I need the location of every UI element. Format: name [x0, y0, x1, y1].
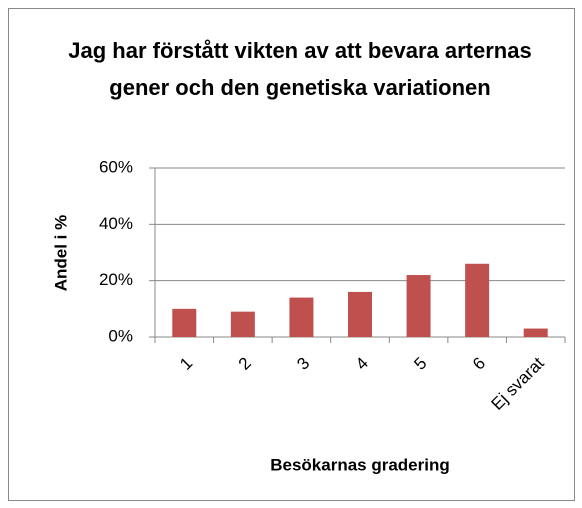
x-tick-label: 1	[176, 354, 196, 374]
y-tick-label: 40%	[99, 214, 133, 233]
x-tick-label: Ej svarat	[488, 353, 548, 413]
chart-title: Jag har förstått vikten av att bevara ar…	[68, 38, 532, 100]
bar	[465, 263, 490, 337]
chart-border	[8, 8, 575, 501]
bar	[230, 311, 255, 337]
bar	[406, 275, 431, 337]
bar	[348, 291, 372, 337]
x-tick-label: 6	[469, 354, 489, 374]
y-tick-label: 20%	[99, 270, 133, 289]
x-tick-label: 4	[352, 354, 372, 374]
y-axis-label: Andel i %	[51, 215, 70, 292]
bar	[523, 328, 548, 337]
bar	[172, 308, 197, 337]
bar	[289, 297, 314, 337]
y-tick-label: 60%	[99, 157, 133, 176]
x-tick-label: 5	[410, 354, 430, 374]
x-axis-label: Besökarnas gradering	[270, 455, 450, 474]
y-tick-label: 0%	[108, 326, 133, 345]
x-tick-label: 2	[235, 354, 255, 374]
x-tick-label: 3	[293, 354, 313, 374]
